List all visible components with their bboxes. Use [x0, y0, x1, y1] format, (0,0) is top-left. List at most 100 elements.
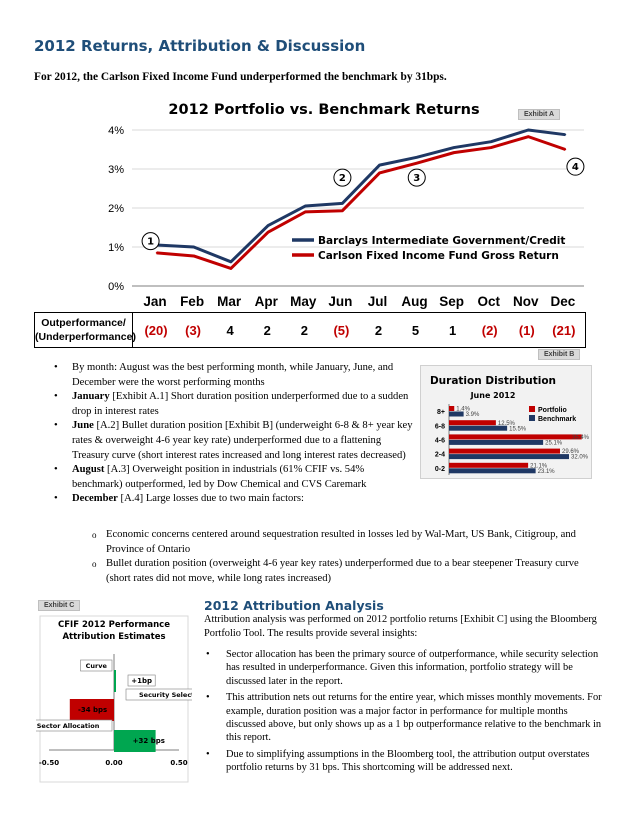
duration-bar-portfolio	[449, 448, 560, 454]
attribution-intro: Attribution analysis was performed on 20…	[204, 614, 597, 639]
attribution-value-label: +32 bps	[133, 737, 165, 745]
duration-bar-portfolio	[449, 434, 582, 440]
exhibit-marker-label: 3	[413, 173, 420, 184]
y-tick-label: 4%	[108, 125, 124, 137]
outperformance-value: (1)	[518, 322, 535, 338]
duration-bucket-label: 0-2	[435, 466, 445, 473]
series-point	[341, 209, 344, 212]
bullet-text: [Exhibit A.1] Short duration position un…	[72, 391, 409, 417]
outperformance-values: (20) (3) 4 2 2 (5) 2 5 1 (2) (1) (21)	[139, 313, 581, 347]
exhibit-b-tag: Exhibit B	[538, 349, 581, 360]
outperformance-value: (5)	[333, 322, 350, 338]
duration-bar-label: 3.9%	[466, 412, 480, 418]
exhibit-a-svg: 2012 Portfolio vs. Benchmark Returns 0% 1%…	[108, 102, 585, 293]
outperformance-value: 2	[300, 322, 308, 338]
duration-bar-label: 23.1%	[538, 469, 556, 475]
exhibit-marker-label: 1	[147, 237, 154, 248]
duration-bar-label: 29.6%	[562, 449, 580, 455]
x-tick-label: -0.50	[39, 759, 59, 767]
month-bullet: By month: August was the best performing…	[54, 361, 416, 390]
legend-label: Carlson Fixed Income Fund Gross Return	[318, 250, 559, 262]
month-bullet: August [A.3] Overweight position in indu…	[54, 463, 416, 492]
sub-bullet: Economic concerns centered around seques…	[88, 528, 606, 557]
exhibit-c-tag: Exhibit C	[38, 600, 81, 611]
attribution-bullet: Due to simplifying assumptions in the Bl…	[204, 748, 606, 775]
outperformance-value: (3)	[185, 322, 202, 338]
month-label: May	[290, 294, 317, 309]
series-line-benchmark	[156, 128, 566, 264]
month-label: Sep	[439, 294, 464, 309]
series-point	[192, 255, 195, 257]
exhibit-c-title-line2: Attribution Estimates	[62, 632, 165, 642]
month-label: Nov	[513, 294, 539, 309]
series-point	[564, 133, 567, 136]
attribution-value-label: +1bp	[131, 677, 152, 685]
sub-bullet-list: Economic concerns centered around seques…	[88, 528, 606, 586]
exhibit-a-tag: Exhibit A	[518, 109, 561, 120]
exhibit-b-chart: Duration Distribution June 2012 8+ 1.4% 3.9%…	[420, 365, 592, 479]
outperformance-row: Outperformance/ (Underperformance) (20) (…	[34, 312, 586, 348]
outperformance-label-line1: Outperformance/	[41, 317, 126, 329]
bullet-text: [A.3] Overweight position in industrials…	[72, 464, 367, 490]
month-label: Oct	[477, 294, 500, 309]
series-point	[230, 261, 232, 263]
month-bullets: By month: August was the best performing…	[54, 361, 416, 507]
attribution-bar	[69, 699, 114, 721]
duration-bar-label: 12.5%	[498, 421, 516, 427]
outperformance-value: 4	[226, 322, 234, 338]
outperformance-label-line2: (Underperformance)	[35, 331, 136, 343]
duration-bucket-label: 4-6	[435, 438, 445, 445]
attribution-bullet-list: Sector allocation has been the primary s…	[204, 648, 606, 775]
attribution-category-label: Sector Allocation	[37, 722, 100, 730]
series-point	[378, 172, 381, 174]
duration-bar-benchmark	[449, 425, 508, 431]
series-point	[453, 146, 455, 149]
outperformance-value: 5	[411, 322, 420, 338]
y-tick-label: 1%	[108, 242, 124, 254]
month-label: Jul	[367, 294, 388, 309]
bullet-lead: December	[72, 493, 118, 505]
series-point	[490, 146, 492, 149]
exhibit-marker	[407, 168, 426, 187]
duration-bar-label: 1.4%	[456, 407, 470, 413]
month-label: Apr	[254, 294, 278, 309]
legend-swatch	[529, 415, 535, 421]
outperformance-value: (20)	[144, 322, 168, 338]
bullet-text: [A.2] Bullet duration position [Exhibit …	[72, 420, 413, 461]
legend-label: Portfolio	[538, 407, 567, 414]
exhibit-c-title-line1: CFIF 2012 Performance	[58, 620, 170, 630]
series-point	[341, 202, 344, 205]
bullet-lead: January	[72, 391, 110, 403]
x-tick-label: 0.00	[105, 759, 122, 767]
month-bullet: January [Exhibit A.1] Short duration pos…	[54, 390, 416, 419]
duration-bar-label: 32.0%	[571, 455, 589, 461]
legend-label: Benchmark	[538, 416, 576, 423]
series-point	[415, 156, 418, 159]
sub-bullet: Bullet duration position (overweight 4-6…	[88, 557, 606, 586]
exhibit-b-title: Duration Distribution	[430, 375, 556, 387]
exhibit-marker-label: 2	[339, 173, 346, 184]
attribution-bullet: Sector allocation has been the primary s…	[204, 648, 606, 688]
exhibit-b-svg: Duration Distribution June 2012 8+ 1.4%3.9%…	[430, 375, 590, 475]
exhibit-c-svg: CFIF 2012 Performance Attribution Estimat…	[23, 615, 219, 783]
attribution-bullets: Sector allocation has been the primary s…	[204, 648, 606, 778]
series-point	[304, 211, 307, 213]
attribution-category-box	[80, 659, 113, 672]
legend-label: Barclays Intermediate Government/Credit	[318, 235, 565, 247]
series-point	[304, 205, 307, 207]
month-label: Jun	[328, 294, 353, 309]
series-point	[490, 140, 492, 143]
outperformance-value: 1	[449, 322, 457, 338]
duration-bucket-label: 8+	[437, 409, 445, 416]
series-point	[527, 129, 530, 131]
series-point	[564, 148, 567, 151]
exhibit-marker	[566, 157, 585, 176]
y-tick-label: 3%	[108, 164, 124, 176]
attribution-category-label: Curve	[86, 662, 108, 670]
duration-bar-label: 35.4%	[572, 435, 590, 441]
month-label: Aug	[401, 294, 428, 309]
series-point	[267, 231, 269, 233]
outperformance-value: (21)	[552, 322, 576, 338]
duration-bucket-label: 6-8	[435, 423, 445, 430]
month-bullet: June [A.2] Bullet duration position [Exh…	[54, 419, 416, 463]
